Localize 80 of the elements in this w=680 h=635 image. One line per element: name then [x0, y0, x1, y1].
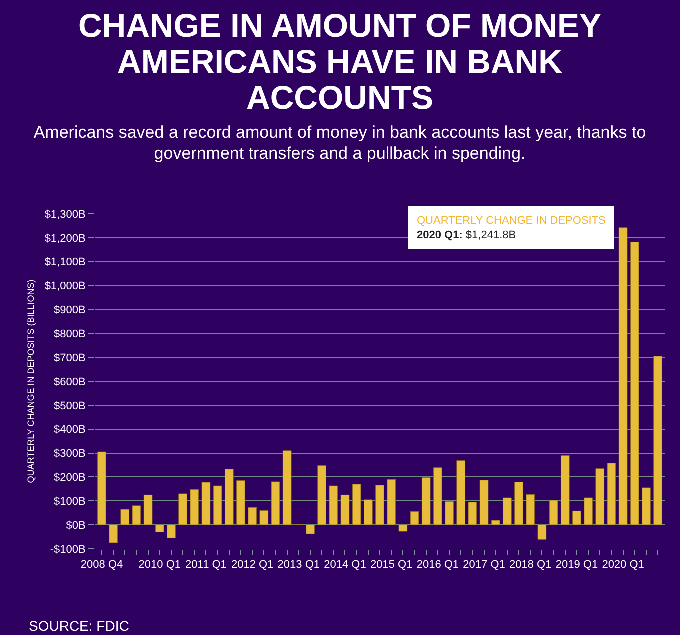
- bar: [364, 500, 373, 526]
- bar: [434, 468, 442, 526]
- annotation: QUARTERLY CHANGE IN DEPOSITS 2020 Q1: $1,241.8B: [417, 215, 606, 242]
- x-tick-label: 2011 Q1: [186, 559, 227, 572]
- x-tick-label: 2015 Q1: [370, 559, 413, 572]
- bar: [282, 450, 292, 526]
- bar: [318, 465, 326, 526]
- bar: [109, 524, 118, 544]
- bar: [618, 228, 628, 526]
- y-axis-title: QUARTERLY CHANGE IN DEPOSITS (BILLIONS): [26, 280, 36, 484]
- bar: [584, 498, 593, 526]
- bar: [422, 477, 431, 526]
- bar: [376, 485, 384, 526]
- bar: [190, 489, 200, 526]
- bar: [398, 524, 408, 532]
- y-tick-label: $1,300B: [44, 208, 86, 221]
- bar: [213, 486, 222, 526]
- bar: [503, 498, 512, 526]
- x-tick-label: 2016 Q1: [416, 559, 460, 572]
- bar: [491, 520, 500, 526]
- y-tick-label: $100B: [54, 496, 86, 508]
- y-tick-label: $400B: [54, 424, 86, 436]
- y-tick-label: $0B: [66, 520, 86, 532]
- bar: [352, 484, 362, 526]
- bar: [155, 524, 164, 532]
- bar: [120, 509, 130, 526]
- bar: [607, 463, 616, 526]
- bar: [480, 480, 489, 526]
- bar: [224, 469, 234, 526]
- bar: [642, 488, 651, 526]
- x-tick-label: 2014 Q1: [324, 559, 366, 572]
- x-tick-label: 2010 Q1: [138, 559, 181, 572]
- bar: [456, 460, 466, 526]
- y-tick-label: $1,000B: [44, 280, 86, 293]
- bar: [260, 510, 269, 526]
- bar: [340, 494, 350, 526]
- x-tick-label: 2012 Q1: [231, 559, 274, 572]
- bar: [178, 494, 188, 526]
- y-tick-label: $600B: [54, 376, 86, 388]
- bar: [549, 500, 558, 526]
- y-tick-label: -$100B: [50, 544, 86, 556]
- x-tick-label: 2008 Q4: [80, 559, 124, 572]
- bar: [560, 455, 570, 526]
- bar: [387, 479, 396, 526]
- x-tick-label: 2020 Q1: [602, 559, 644, 572]
- bar: [445, 501, 454, 526]
- y-tick-label: $800B: [54, 328, 86, 340]
- bar: [630, 242, 640, 526]
- bar: [596, 468, 605, 526]
- bar: [526, 494, 536, 526]
- bar: [514, 482, 524, 526]
- x-tick-label: 2018 Q1: [510, 559, 552, 572]
- y-tick-label: $200B: [54, 472, 86, 484]
- bar: [654, 356, 662, 526]
- bar: [271, 482, 280, 526]
- bar: [468, 502, 478, 526]
- bar: [538, 524, 547, 540]
- bar: [132, 506, 142, 526]
- y-tick-label: $500B: [54, 400, 86, 412]
- chart-subtitle: Americans saved a record amount of money in bank accounts last year, thanks to government transfers and a pullback in spending.: [32, 122, 648, 164]
- bar: [410, 511, 420, 526]
- bar: [144, 494, 153, 526]
- y-tick-label: $700B: [54, 352, 86, 364]
- bar: [248, 507, 257, 526]
- x-tick-label: 2017 Q1: [463, 559, 506, 572]
- x-tick-label: 2013 Q1: [278, 559, 320, 572]
- bar: [329, 486, 338, 526]
- bar: [306, 524, 315, 534]
- source-note: SOURCE: FDIC: [29, 618, 130, 634]
- bar: [167, 524, 176, 538]
- y-tick-label: $1,200B: [44, 232, 86, 245]
- y-tick-label: $900B: [54, 304, 86, 317]
- x-tick-label: 2019 Q1: [556, 559, 598, 572]
- y-tick-label: $300B: [54, 448, 86, 460]
- bar: [202, 482, 211, 526]
- bar: [572, 510, 582, 526]
- bar: [236, 480, 246, 526]
- chart-title: CHANGE IN AMOUNT OF MONEY AMERICANS HAVE IN BANK ACCOUNTS: [77, 7, 603, 116]
- y-tick-label: $1,100B: [44, 256, 86, 269]
- bar: [98, 452, 106, 526]
